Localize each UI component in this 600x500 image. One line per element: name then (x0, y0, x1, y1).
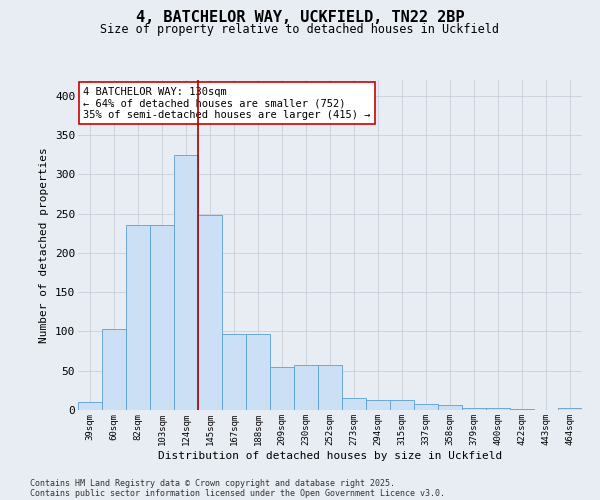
X-axis label: Distribution of detached houses by size in Uckfield: Distribution of detached houses by size … (158, 450, 502, 460)
Text: Size of property relative to detached houses in Uckfield: Size of property relative to detached ho… (101, 22, 499, 36)
Bar (102, 329, 126, 410)
Bar (294, 365, 318, 410)
Bar (126, 226, 150, 410)
Bar (198, 215, 222, 410)
Bar (78, 402, 102, 410)
Bar (318, 365, 342, 410)
Bar (150, 226, 174, 410)
Bar (174, 154, 198, 410)
Text: 4, BATCHELOR WAY, UCKFIELD, TN22 2BP: 4, BATCHELOR WAY, UCKFIELD, TN22 2BP (136, 10, 464, 25)
Text: Contains HM Land Registry data © Crown copyright and database right 2025.: Contains HM Land Registry data © Crown c… (30, 478, 395, 488)
Bar (270, 367, 294, 410)
Bar (462, 408, 486, 410)
Bar (558, 408, 582, 410)
Bar (510, 409, 534, 410)
Y-axis label: Number of detached properties: Number of detached properties (40, 147, 49, 343)
Bar (342, 398, 366, 410)
Bar (390, 400, 414, 410)
Bar (366, 400, 390, 410)
Bar (486, 408, 510, 410)
Bar (414, 404, 438, 410)
Text: 4 BATCHELOR WAY: 130sqm
← 64% of detached houses are smaller (752)
35% of semi-d: 4 BATCHELOR WAY: 130sqm ← 64% of detache… (83, 86, 371, 120)
Bar (222, 334, 246, 410)
Bar (438, 404, 462, 410)
Text: Contains public sector information licensed under the Open Government Licence v3: Contains public sector information licen… (30, 488, 445, 498)
Bar (246, 334, 270, 410)
